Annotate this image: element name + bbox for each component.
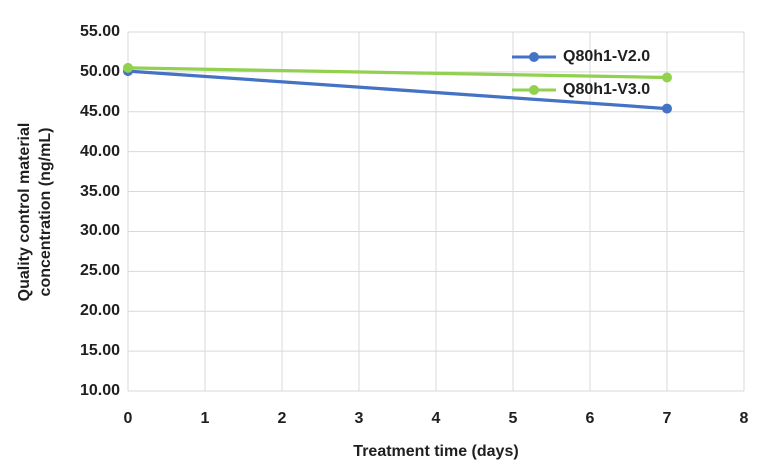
legend-label: Q80h1-V3.0 xyxy=(563,81,651,98)
y-tick-label: 15.00 xyxy=(79,342,120,360)
y-axis-title-line2: concentration (ng/mL) xyxy=(37,127,54,297)
x-axis-title: Treatment time (days) xyxy=(353,443,519,460)
y-tick-label: 30.00 xyxy=(79,222,120,240)
y-tick-label: 45.00 xyxy=(79,102,120,120)
x-tick-label: 1 xyxy=(200,410,210,427)
y-tick-label: 50.00 xyxy=(79,62,120,80)
legend-line-marker-swatch xyxy=(512,85,556,95)
y-tick-label: 25.00 xyxy=(79,262,120,280)
legend-line-marker-swatch xyxy=(512,52,556,62)
legend-label: Q80h1-V2.0 xyxy=(563,48,651,65)
x-tick-label: 5 xyxy=(508,410,518,427)
data-point-marker-q80h1-v3.0 xyxy=(662,72,672,83)
x-tick-label: 7 xyxy=(662,410,672,427)
y-tick-label: 10.00 xyxy=(79,382,120,399)
y-axis-title-line1: Quality control material xyxy=(16,122,33,302)
y-tick-label: 20.00 xyxy=(79,302,120,320)
x-tick-label: 2 xyxy=(277,410,287,427)
y-tick-label: 55.00 xyxy=(79,23,120,40)
legend-item-q80h1-v3.0: Q80h1-V3.0 xyxy=(512,80,650,100)
data-point-marker-q80h1-v3.0 xyxy=(123,62,133,73)
series-line-q80h1-v3.0 xyxy=(126,66,669,80)
x-tick-label: 6 xyxy=(585,410,595,427)
x-tick-label: 8 xyxy=(739,410,749,427)
x-tick-label: 4 xyxy=(431,410,441,427)
series-line-q80h1-v2.0 xyxy=(126,69,669,111)
y-tick-label: 40.00 xyxy=(79,142,120,160)
legend-item-q80h1-v2.0: Q80h1-V2.0 xyxy=(512,47,650,67)
y-tick-label: 35.00 xyxy=(79,182,120,200)
y-axis-title: Quality control material concentration (… xyxy=(14,30,58,394)
data-point-marker-q80h1-v2.0 xyxy=(662,103,672,114)
x-tick-label: 0 xyxy=(123,410,133,427)
x-tick-label: 3 xyxy=(354,410,364,427)
legend: Q80h1-V2.0 Q80h1-V3.0 xyxy=(512,47,650,100)
